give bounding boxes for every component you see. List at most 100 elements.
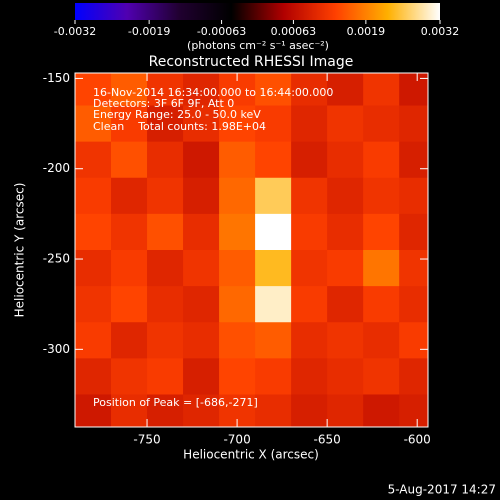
cell — [219, 358, 256, 395]
cell — [75, 105, 112, 143]
y-axis-label: Heliocentric Y (arcsec) — [13, 183, 27, 318]
x-tick-label: -600 — [404, 433, 431, 447]
plot-frame — [74, 72, 429, 428]
cell — [147, 394, 184, 427]
cell — [363, 141, 400, 179]
cell — [363, 250, 400, 287]
colorbar-tick-label: -0.00063 — [197, 25, 246, 38]
cell — [75, 358, 112, 395]
cell — [183, 250, 220, 287]
cell — [255, 394, 292, 427]
cell — [399, 177, 428, 215]
cell — [75, 177, 112, 215]
cell — [363, 177, 400, 215]
cell — [183, 105, 220, 143]
cell — [255, 73, 292, 107]
colorbar-tick-label: -0.0019 — [128, 25, 170, 38]
cell — [147, 213, 184, 251]
colorbar-tick-label: 0.00063 — [271, 25, 317, 38]
cell — [147, 177, 184, 215]
cell — [399, 141, 428, 179]
cell — [363, 105, 400, 143]
x-tick-label: -650 — [314, 433, 341, 447]
cell — [327, 73, 364, 107]
cell — [147, 358, 184, 395]
cell — [111, 213, 148, 251]
annotation: Energy Range: 25.0 - 50.0 keV — [93, 108, 261, 121]
cell — [291, 322, 328, 359]
x-tick-label: -750 — [133, 433, 160, 447]
cell — [75, 322, 112, 359]
cell — [291, 394, 328, 427]
cell — [399, 105, 428, 143]
cell — [291, 177, 328, 215]
cell — [183, 73, 220, 107]
cell — [147, 73, 184, 107]
cell — [111, 250, 148, 287]
cell — [255, 322, 292, 359]
cell — [327, 213, 364, 251]
colorbar-tick-label: 0.0032 — [421, 25, 460, 38]
cell — [363, 358, 400, 395]
cell — [399, 250, 428, 287]
y-tick-label: -250 — [43, 252, 70, 266]
x-tick-label: -700 — [223, 433, 250, 447]
cell — [255, 358, 292, 395]
cell — [147, 286, 184, 323]
cell — [183, 358, 220, 395]
cell — [75, 213, 112, 251]
colorbar-tick-label: -0.0032 — [54, 25, 96, 38]
annotation: 16-Nov-2014 16:34:00.000 to 16:44:00.000 — [93, 86, 333, 99]
cell — [255, 177, 292, 215]
cell — [327, 286, 364, 323]
colorbar-tick-label: 0.0019 — [347, 25, 386, 38]
cell — [255, 213, 292, 251]
cell — [363, 322, 400, 359]
cell — [183, 394, 220, 427]
cell — [291, 105, 328, 143]
y-tick-label: -150 — [43, 71, 70, 85]
cell — [111, 105, 148, 143]
cell — [399, 286, 428, 323]
cell — [183, 322, 220, 359]
cell — [363, 73, 400, 107]
cell — [147, 105, 184, 143]
cell — [327, 141, 364, 179]
cell — [399, 394, 428, 427]
cell — [399, 213, 428, 251]
cell — [111, 141, 148, 179]
cell — [147, 322, 184, 359]
cell — [183, 213, 220, 251]
cell — [399, 322, 428, 359]
cell — [75, 286, 112, 323]
cell — [75, 394, 112, 427]
cell — [255, 250, 292, 287]
cell — [327, 250, 364, 287]
cell — [255, 286, 292, 323]
colorbar — [75, 3, 440, 20]
cell — [363, 394, 400, 427]
cell — [219, 250, 256, 287]
cell — [183, 286, 220, 323]
cell — [111, 394, 148, 427]
cell — [291, 286, 328, 323]
cell — [327, 322, 364, 359]
y-tick-label: -200 — [43, 161, 70, 175]
cell — [219, 322, 256, 359]
image — [75, 73, 428, 427]
cell — [219, 286, 256, 323]
cell — [291, 358, 328, 395]
cell — [291, 73, 328, 107]
cell — [219, 213, 256, 251]
cell — [147, 250, 184, 287]
peak-label: Position of Peak = [-686,-271] — [93, 396, 258, 409]
x-axis-label: Heliocentric X (arcsec) — [183, 448, 319, 462]
cell — [255, 105, 292, 143]
cell — [219, 177, 256, 215]
cell — [291, 141, 328, 179]
cell — [111, 322, 148, 359]
cell — [399, 358, 428, 395]
cell — [219, 141, 256, 179]
cell — [75, 250, 112, 287]
cell — [291, 250, 328, 287]
